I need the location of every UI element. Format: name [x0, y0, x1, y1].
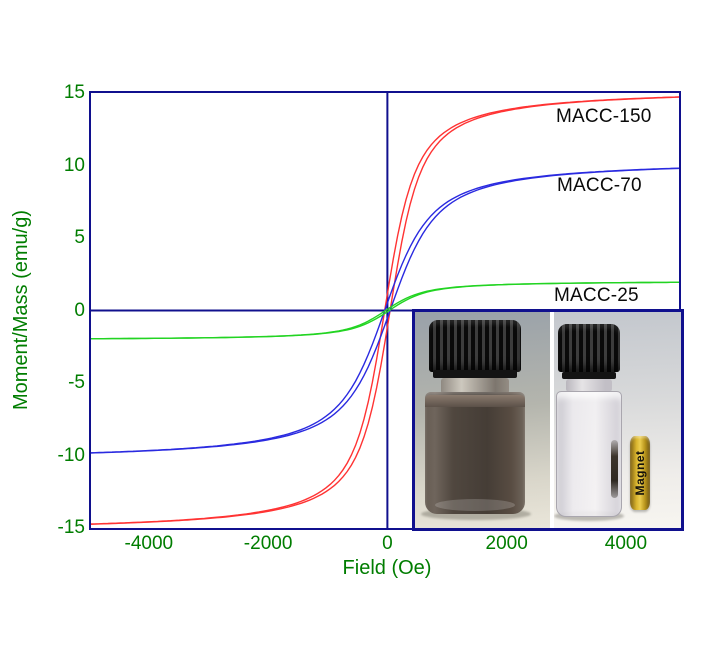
- y-tick-label-15: 15: [63, 82, 85, 103]
- photo-dispersed-vial: [415, 312, 550, 528]
- y-tick-label--10: -10: [57, 444, 85, 466]
- vial-cap-lip: [433, 370, 517, 378]
- x-tick-label-2000: 2000: [485, 533, 528, 554]
- x-tick-label--4000: -4000: [124, 533, 174, 554]
- x-tick-label--2000: -2000: [243, 533, 293, 554]
- x-axis-title: Field (Oe): [342, 557, 432, 579]
- vial-neck: [441, 378, 509, 394]
- vial-cap-icon: [429, 320, 521, 372]
- magnetic-particle-streak: [611, 440, 618, 498]
- vial-neck: [566, 379, 612, 392]
- vial-cap-icon: [558, 324, 620, 372]
- series-label-macc-70: MACC-70: [557, 175, 642, 196]
- y-tick-label--5: -5: [68, 372, 85, 393]
- vial-cap-lip: [562, 372, 616, 379]
- curve-macc-25-ascending: [91, 281, 679, 340]
- liquid-meniscus: [425, 395, 525, 407]
- magnet: Magnet: [630, 436, 650, 510]
- glass-highlight: [435, 499, 515, 511]
- y-tick-label-10: 10: [63, 154, 85, 176]
- curve-macc-150-ascending: [91, 96, 679, 525]
- y-tick-label-0: 0: [74, 299, 85, 321]
- curve-macc-70-ascending: [91, 167, 679, 454]
- x-tick-label-0: 0: [382, 533, 393, 554]
- series-label-macc-150: MACC-150: [556, 106, 652, 127]
- vial-body-dark-dispersion: [425, 392, 525, 514]
- y-tick-label-5: 5: [74, 227, 85, 248]
- inset-photo: Magnet: [412, 309, 684, 531]
- photo-clear-vial-with-magnet: Magnet: [554, 312, 681, 528]
- magnet-label: Magnet: [633, 450, 647, 496]
- x-tick-label-4000: 4000: [604, 533, 648, 554]
- y-tick-label--15: -15: [57, 517, 85, 538]
- vial-body-clear-liquid: [556, 391, 622, 517]
- series-label-macc-25: MACC-25: [554, 285, 639, 306]
